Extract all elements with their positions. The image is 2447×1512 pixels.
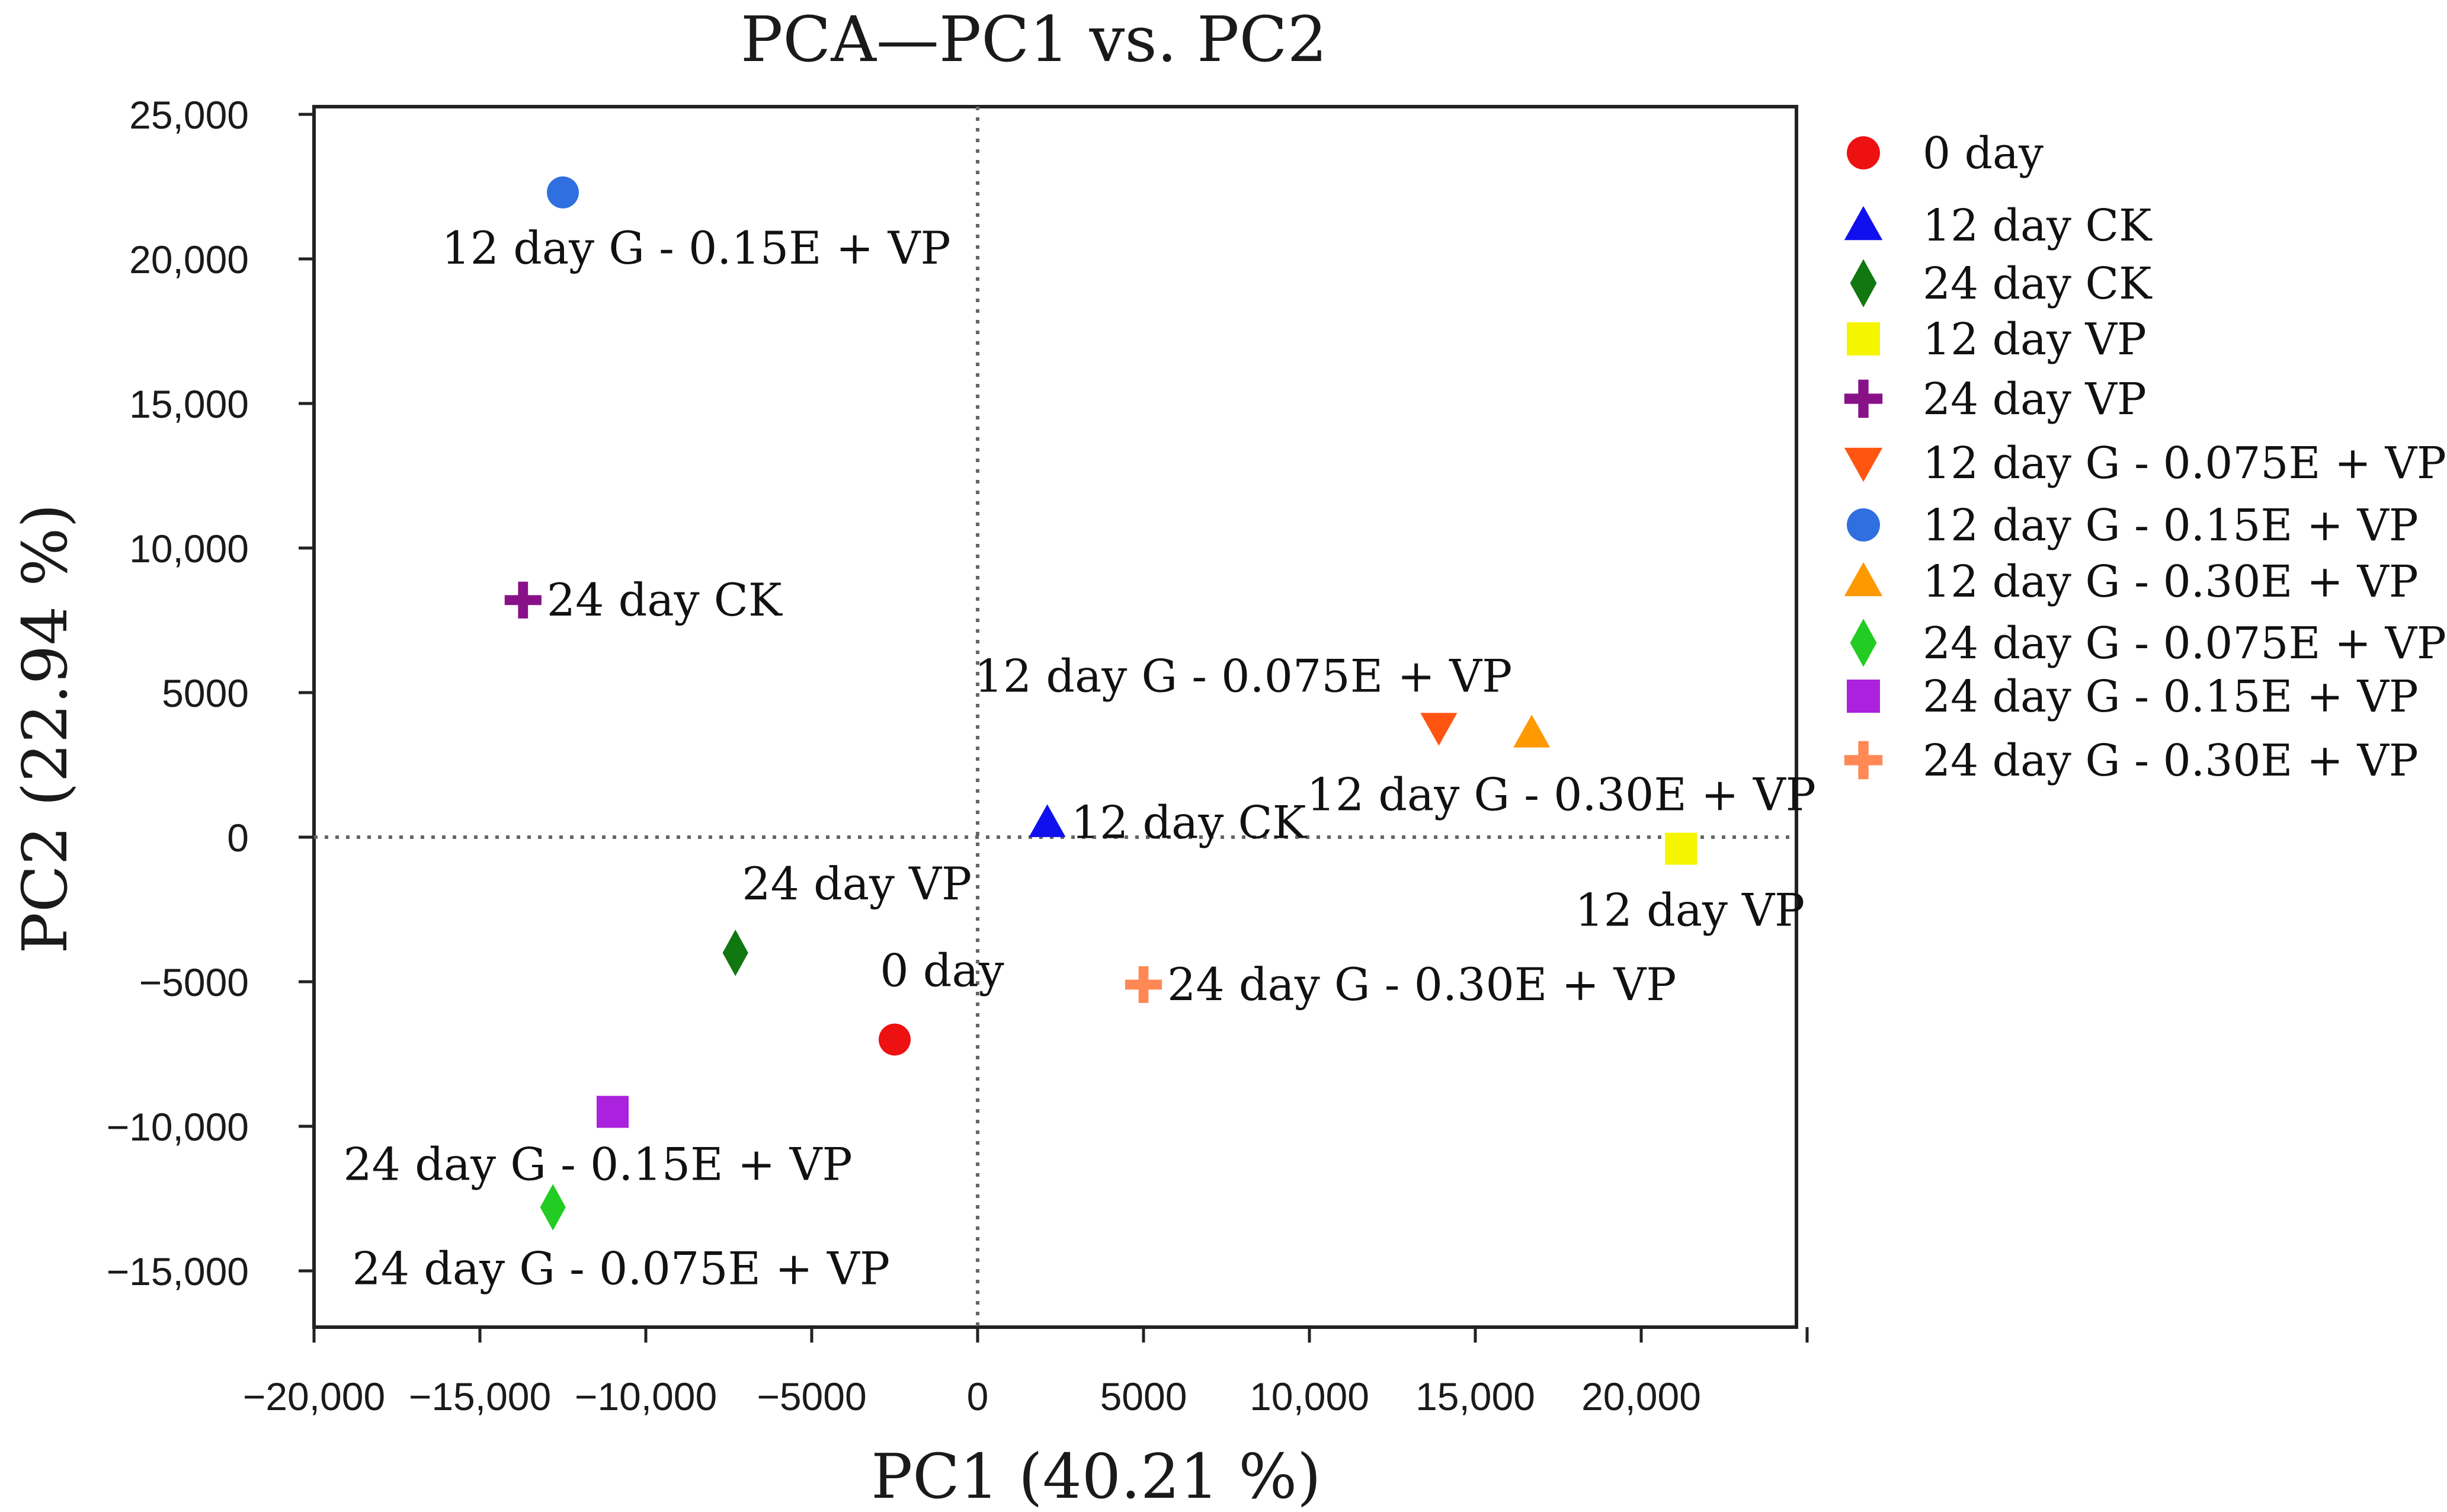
y-tick-label: 0 (227, 816, 249, 860)
data-point (597, 1095, 629, 1128)
legend-swatch (1844, 447, 1883, 482)
data-points (504, 176, 1697, 1231)
y-tick-label: 20,000 (129, 238, 249, 281)
y-tick-label: 15,000 (129, 382, 249, 426)
legend-entry: 12 day G - 0.30E + VP (1923, 556, 2419, 607)
legend-swatch (1850, 259, 1877, 307)
x-tick-label: 5000 (1100, 1375, 1187, 1418)
y-tick-label: −10,000 (107, 1105, 249, 1149)
chart-title: PCA—PC1 vs. PC2 (741, 3, 1327, 76)
legend-swatch (1847, 680, 1880, 713)
point-labels: 0 day 12 day CK 24 day VP 12 day VP 24 day C… (343, 222, 1816, 1295)
x-tick-label: −15,000 (409, 1375, 551, 1418)
x-tick-label: 10,000 (1250, 1375, 1369, 1418)
y-tick-label: −15,000 (107, 1250, 249, 1293)
data-point (879, 1023, 911, 1056)
point-label: 24 day G - 0.075E + VP (352, 1242, 890, 1295)
y-axis-label: PC2 (22.94 %) (9, 504, 81, 954)
y-tick-label: 25,000 (129, 93, 249, 137)
point-label: 12 day G - 0.075E + VP (975, 650, 1513, 703)
y-tick-label: −5000 (139, 960, 249, 1004)
legend-swatch (1844, 379, 1883, 418)
plot-area: −20,000 −15,000 −10,000 −5000 0 5000 10,000 15,… (107, 93, 1816, 1418)
legend-swatch (1847, 136, 1880, 169)
legend-swatch (1847, 322, 1880, 355)
legend-entry: 12 day G - 0.075E + VP (1923, 438, 2446, 489)
legend-entry: 0 day (1923, 128, 2044, 179)
x-axis-label: PC1 (40.21 %) (871, 1440, 1321, 1512)
data-point (504, 581, 542, 619)
point-label: 12 day VP (1575, 884, 1805, 937)
data-point (722, 930, 748, 976)
plot-frame (312, 105, 1798, 1329)
data-point (1513, 715, 1551, 748)
point-label: 12 day G - 0.30E + VP (1307, 768, 1816, 821)
x-tick-label: 0 (967, 1375, 989, 1418)
y-tick-label: 5000 (162, 671, 249, 715)
data-point (1665, 832, 1697, 865)
y-tick-label: 10,000 (129, 527, 249, 571)
data-point (547, 176, 579, 209)
legend-entry: 12 day CK (1923, 200, 2153, 251)
legend-entry: 24 day G - 0.30E + VP (1923, 735, 2419, 786)
point-label: 12 day CK (1071, 796, 1307, 849)
legend-entry: 24 day CK (1923, 258, 2153, 309)
x-tick-label: −5000 (757, 1375, 866, 1418)
x-tick-label: 20,000 (1581, 1375, 1701, 1418)
x-axis-ticks: −20,000 −15,000 −10,000 −5000 0 5000 10,000 15,… (243, 1327, 1809, 1418)
point-label: 24 day G - 0.30E + VP (1167, 958, 1676, 1011)
legend-swatch (1844, 741, 1883, 780)
point-label: 12 day G - 0.15E + VP (441, 222, 950, 274)
data-point (1029, 804, 1066, 837)
legend-swatch (1844, 562, 1883, 597)
legend-entry: 12 day G - 0.15E + VP (1923, 500, 2419, 551)
point-label: 0 day (880, 944, 1004, 997)
legend-entry: 24 day VP (1923, 374, 2147, 425)
point-label: 24 day VP (742, 857, 972, 910)
legend-swatch (1844, 206, 1883, 241)
data-point (1125, 966, 1162, 1003)
data-point (1420, 713, 1458, 746)
legend-swatch (1850, 619, 1877, 667)
legend-entry: 12 day VP (1923, 314, 2147, 365)
point-label: 24 day G - 0.15E + VP (343, 1138, 852, 1191)
x-tick-label: −20,000 (243, 1375, 385, 1418)
x-tick-label: 15,000 (1415, 1375, 1535, 1418)
legend-swatch (1847, 508, 1880, 542)
y-axis-ticks: 25,000 20,000 15,000 10,000 5000 0 −5000 −10,00… (107, 93, 314, 1293)
point-label: 24 day CK (547, 574, 783, 626)
x-tick-label: −10,000 (575, 1375, 717, 1418)
data-point (540, 1184, 566, 1231)
reference-lines (314, 107, 1796, 1327)
legend-entry: 24 day G - 0.15E + VP (1923, 671, 2419, 722)
legend-entry: 24 day G - 0.075E + VP (1923, 618, 2446, 669)
